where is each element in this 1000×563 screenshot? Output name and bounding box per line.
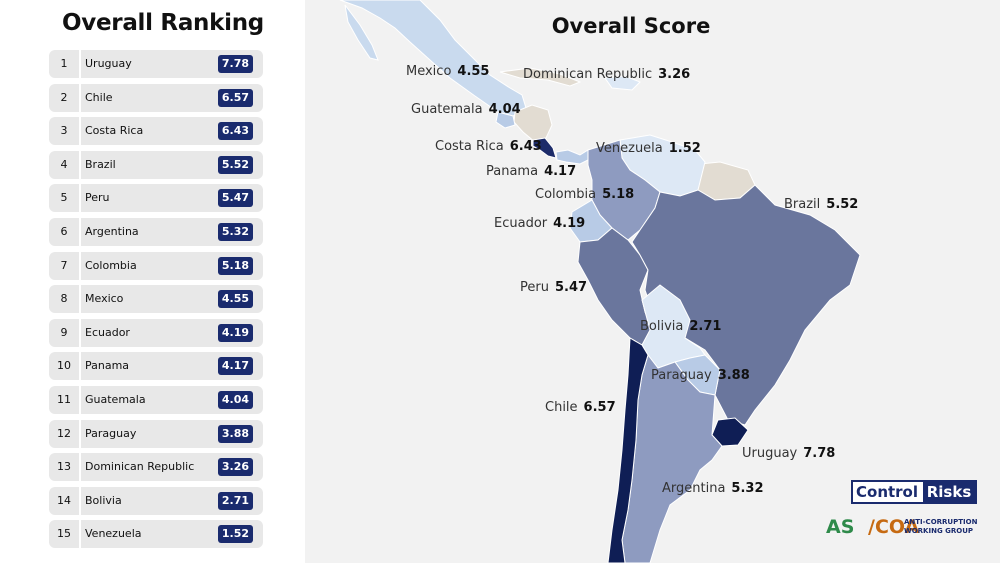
map-label-venezuela: Venezuela 1.52 (596, 141, 701, 156)
ranking-title: Overall Ranking (62, 10, 264, 36)
map-region-dominican-republic (604, 75, 641, 91)
score-badge: 7.78 (217, 55, 253, 73)
map-label-chile: Chile 6.57 (545, 400, 616, 415)
score-badge: 5.47 (217, 189, 253, 208)
ranking-row: 10 Panama 4.17 (49, 352, 263, 381)
map-label-panama: Panama 4.17 (486, 164, 577, 179)
score-badge: 4.19 (217, 323, 253, 342)
rank-number: 11 (49, 386, 81, 414)
rank-number: 15 (49, 520, 81, 549)
rank-number: 8 (49, 285, 81, 314)
map-region-costa-rica (532, 137, 557, 159)
country-name: Brazil (85, 157, 116, 171)
rank-number: 13 (49, 453, 81, 482)
country-name: Costa Rica (85, 124, 144, 138)
score-badge: 3.88 (217, 424, 253, 443)
rank-number: 5 (49, 184, 81, 213)
score-badge: 5.18 (217, 256, 253, 275)
map-label-argentina: Argentina 5.32 (662, 481, 764, 496)
map-label-uruguay: Uruguay 7.78 (742, 446, 836, 461)
rank-number: 12 (49, 419, 81, 448)
ranking-row: 15 Venezuela 1.52 (49, 520, 263, 549)
country-name: Chile (85, 90, 113, 104)
ranking-row: 5 Peru 5.47 (49, 184, 263, 213)
ranking-row: 9 Ecuador 4.19 (49, 318, 263, 347)
rank-number: 9 (49, 318, 81, 347)
rank-number: 3 (49, 117, 81, 146)
ranking-panel: Overall Ranking 1 Uruguay 7.78 2 Chile 6.57 3 C… (0, 0, 305, 563)
map-label-ecuador: Ecuador 4.19 (494, 216, 586, 231)
country-name: Uruguay (85, 57, 132, 70)
country-name: Panama (85, 359, 130, 373)
ranking-row: 2 Chile 6.57 (49, 83, 263, 112)
ranking-row: 11 Guatemala 4.04 (49, 386, 263, 414)
score-badge: 3.26 (217, 458, 253, 477)
control-risks-logo: Control Risks (851, 480, 977, 504)
map-label-costa-rica: Costa Rica 6.43 (435, 139, 542, 154)
score-badge: 2.71 (217, 491, 253, 510)
ranking-row: 13 Dominican Republic 3.26 (49, 453, 263, 482)
country-name: Mexico (85, 292, 124, 306)
score-badge: 4.55 (217, 290, 253, 309)
rank-number: 6 (49, 218, 81, 246)
ranking-row: 3 Costa Rica 6.43 (49, 117, 263, 146)
map-region-guatemala (495, 111, 516, 129)
rank-number: 7 (49, 251, 81, 280)
map-label-colombia: Colombia 5.18 (535, 187, 635, 202)
country-name: Venezuela (85, 527, 142, 541)
rank-number: 4 (49, 150, 81, 179)
ascoa-logo: AS /COA ANTI-CORRUPTION WORKING GROUP (826, 516, 978, 538)
score-badge: 5.32 (217, 223, 253, 241)
ranking-row: 7 Colombia 5.18 (49, 251, 263, 280)
map-label-bolivia: Bolivia 2.71 (640, 319, 722, 334)
country-name: Bolivia (85, 493, 122, 507)
rank-number: 2 (49, 83, 81, 112)
map-label-brazil: Brazil 5.52 (784, 197, 859, 212)
country-name: Ecuador (85, 325, 130, 339)
score-badge: 4.04 (217, 391, 253, 409)
country-name: Colombia (85, 258, 137, 272)
ranking-row: 4 Brazil 5.52 (49, 150, 263, 179)
map-region-panama (555, 149, 593, 165)
map-region-central-unscored (513, 104, 553, 143)
map-region-cuba (499, 67, 582, 87)
rank-number: 1 (49, 50, 81, 78)
map-label-mexico: Mexico 4.55 (406, 64, 490, 79)
map-label-dominican-republic: Dominican Republic 3.26 (523, 67, 691, 82)
rank-number: 10 (49, 352, 81, 381)
rank-number: 14 (49, 486, 81, 515)
map-title: Overall Score (551, 14, 711, 38)
country-name: Peru (85, 191, 110, 205)
score-badge: 1.52 (217, 525, 253, 544)
country-name: Argentina (85, 225, 139, 238)
score-badge: 6.43 (217, 122, 253, 141)
ranking-row: 8 Mexico 4.55 (49, 285, 263, 314)
map-region-chile (607, 337, 649, 563)
ranking-row: 14 Bolivia 2.71 (49, 486, 263, 515)
latin-america-map (339, 0, 861, 563)
ranking-row: 1 Uruguay 7.78 (49, 50, 263, 78)
country-name: Guatemala (85, 393, 146, 406)
country-name: Dominican Republic (85, 460, 195, 474)
map-label-peru: Peru 5.47 (520, 280, 588, 295)
map-label-paraguay: Paraguay 3.88 (651, 368, 750, 383)
map-area (305, 0, 1000, 563)
score-badge: 6.57 (217, 88, 253, 107)
map-region-baja (344, 4, 379, 61)
country-name: Paraguay (85, 426, 137, 440)
score-badge: 5.52 (217, 155, 253, 174)
score-badge: 4.17 (217, 357, 253, 376)
map-label-guatemala: Guatemala 4.04 (411, 102, 521, 117)
ranking-row: 6 Argentina 5.32 (49, 218, 263, 246)
ranking-row: 12 Paraguay 3.88 (49, 419, 263, 448)
